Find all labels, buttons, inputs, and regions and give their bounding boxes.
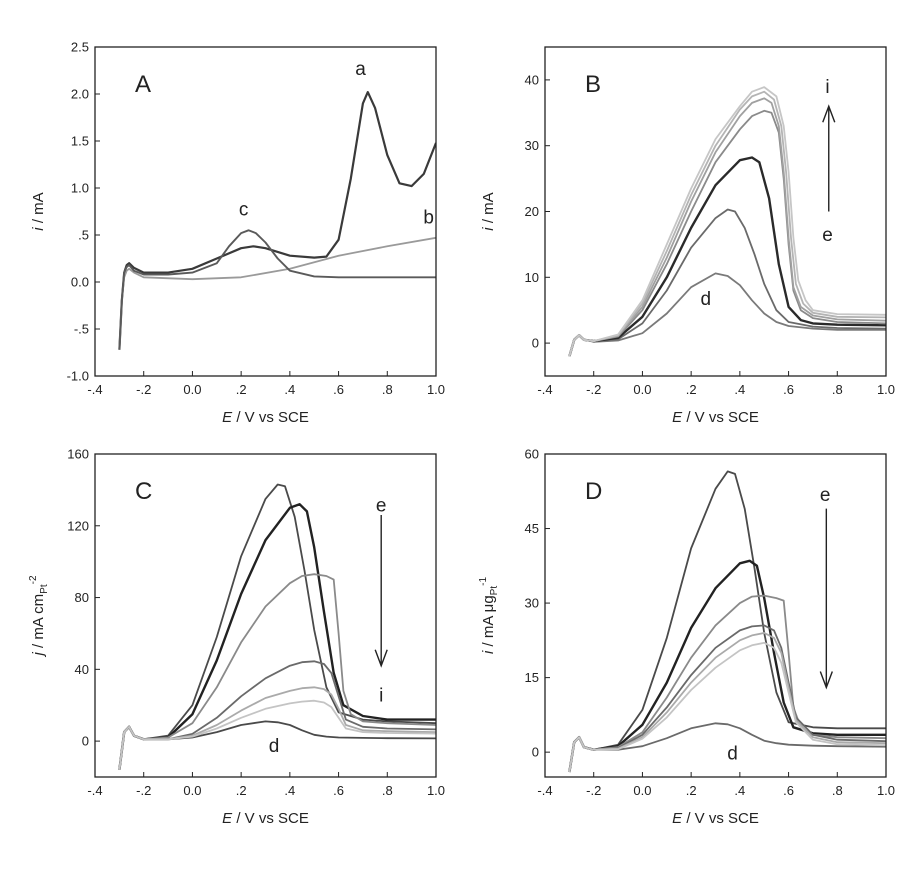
- y-tick-label: 2.0: [71, 87, 89, 102]
- y-axis-label: i / mA μgPt-1: [478, 577, 500, 654]
- x-tick-label: .8: [382, 783, 393, 798]
- x-tick-label: 0.0: [183, 783, 201, 798]
- x-tick-label: .6: [333, 783, 344, 798]
- panel-d: -.4 -.2 0.0 .2 .4 .6 .8 1.0 0 15 30 45 60 E / V vs SC…: [478, 447, 895, 828]
- series-line-2: [569, 471, 886, 772]
- curve-label-d: d: [700, 289, 711, 310]
- series-line-3: [119, 230, 436, 349]
- y-tick-label: 0.0: [71, 275, 89, 290]
- x-tick-label: .8: [382, 382, 393, 397]
- curve-label-i: i: [379, 686, 383, 707]
- x-tick-label: .4: [734, 382, 745, 397]
- x-axis-label: E / V vs SCE: [222, 409, 309, 426]
- y-tick-label: 20: [525, 204, 539, 219]
- panel-a: -.4 -.2 0.0 .2 .4 .6 .8 1.0 -1.0 -.5 0.0 .5 1.0 1.5 2.…: [30, 40, 445, 427]
- y-tick-label: 0: [532, 336, 539, 351]
- y-tick-label: 2.5: [71, 40, 89, 55]
- curve-label-e: e: [822, 225, 833, 246]
- x-axis-label: E / V vs SCE: [672, 409, 759, 426]
- y-tick-label: 30: [525, 138, 539, 153]
- y-tick-label: 15: [525, 670, 539, 685]
- x-tick-label: 0.0: [633, 783, 651, 798]
- y-tick-label: 30: [525, 596, 539, 611]
- curve-label-d: d: [727, 744, 738, 765]
- x-tick-label: .4: [734, 783, 745, 798]
- curve-label-d: d: [269, 736, 280, 757]
- series-line-3: [569, 158, 886, 357]
- x-tick-label: .8: [832, 783, 843, 798]
- y-tick-label: 10: [525, 270, 539, 285]
- curve-label-i: i: [825, 77, 829, 98]
- series-line-2: [119, 238, 436, 350]
- panel-letter: C: [135, 478, 152, 505]
- y-tick-label: 0: [82, 734, 89, 749]
- x-tick-label: .6: [783, 382, 794, 397]
- x-tick-label: -.2: [136, 382, 151, 397]
- y-axis-label: i / mA: [30, 192, 47, 230]
- panel-letter: A: [135, 71, 151, 98]
- y-tick-label: 45: [525, 521, 539, 536]
- x-tick-label: 0.0: [633, 382, 651, 397]
- y-tick-label: 40: [525, 72, 539, 87]
- curve-label-c: c: [239, 199, 249, 220]
- series-line-1: [119, 92, 436, 350]
- curve-label-b: b: [423, 208, 434, 229]
- y-tick-label: 160: [67, 447, 89, 462]
- x-tick-label: .2: [236, 382, 247, 397]
- curve-label-e: e: [376, 495, 387, 516]
- x-tick-label: .4: [284, 382, 295, 397]
- series-line-3: [119, 504, 436, 770]
- x-tick-label: .6: [333, 382, 344, 397]
- y-tick-label: 40: [75, 662, 89, 677]
- y-tick-label: 0: [532, 745, 539, 760]
- y-tick-label: -.5: [74, 322, 89, 337]
- x-tick-label: -.4: [87, 783, 102, 798]
- y-tick-label: 1.5: [71, 134, 89, 149]
- x-tick-label: .2: [686, 382, 697, 397]
- panel-letter: D: [585, 478, 602, 505]
- x-tick-label: .2: [686, 783, 697, 798]
- x-tick-label: 0.0: [183, 382, 201, 397]
- series-line-6: [569, 92, 886, 357]
- y-tick-label: 80: [75, 590, 89, 605]
- x-tick-label: .8: [832, 382, 843, 397]
- x-tick-label: -.2: [136, 783, 151, 798]
- x-tick-label: -.4: [87, 382, 102, 397]
- y-tick-label: 120: [67, 518, 89, 533]
- x-tick-label: -.4: [537, 783, 552, 798]
- x-tick-label: 1.0: [877, 783, 895, 798]
- y-axis-label: i / mA: [480, 192, 497, 230]
- y-tick-label: 1.0: [71, 181, 89, 196]
- x-tick-label: 1.0: [427, 382, 445, 397]
- x-tick-label: .2: [236, 783, 247, 798]
- x-axis-label: E / V vs SCE: [222, 810, 309, 827]
- curve-label-a: a: [355, 59, 366, 80]
- panel-b: -.4 -.2 0.0 .2 .4 .6 .8 1.0 0 10 20 30 40 E / V vs SC…: [480, 47, 895, 426]
- x-axis-label: E / V vs SCE: [672, 810, 759, 827]
- x-tick-label: -.2: [586, 783, 601, 798]
- series-line-2: [119, 485, 436, 770]
- x-tick-label: .6: [783, 783, 794, 798]
- panel-c: -.4 -.2 0.0 .2 .4 .6 .8 1.0 0 40 80 120 160 E / V vs …: [28, 447, 445, 828]
- y-tick-label: -1.0: [67, 369, 89, 384]
- x-tick-label: .4: [284, 783, 295, 798]
- curve-label-e: e: [820, 485, 831, 506]
- y-tick-label: .5: [78, 228, 89, 243]
- x-tick-label: -.4: [537, 382, 552, 397]
- x-tick-label: 1.0: [427, 783, 445, 798]
- x-tick-label: -.2: [586, 382, 601, 397]
- y-axis-label: j / mA cmPt-2: [28, 575, 50, 657]
- y-tick-label: 60: [525, 447, 539, 462]
- panel-letter: B: [585, 71, 601, 98]
- x-tick-label: 1.0: [877, 382, 895, 397]
